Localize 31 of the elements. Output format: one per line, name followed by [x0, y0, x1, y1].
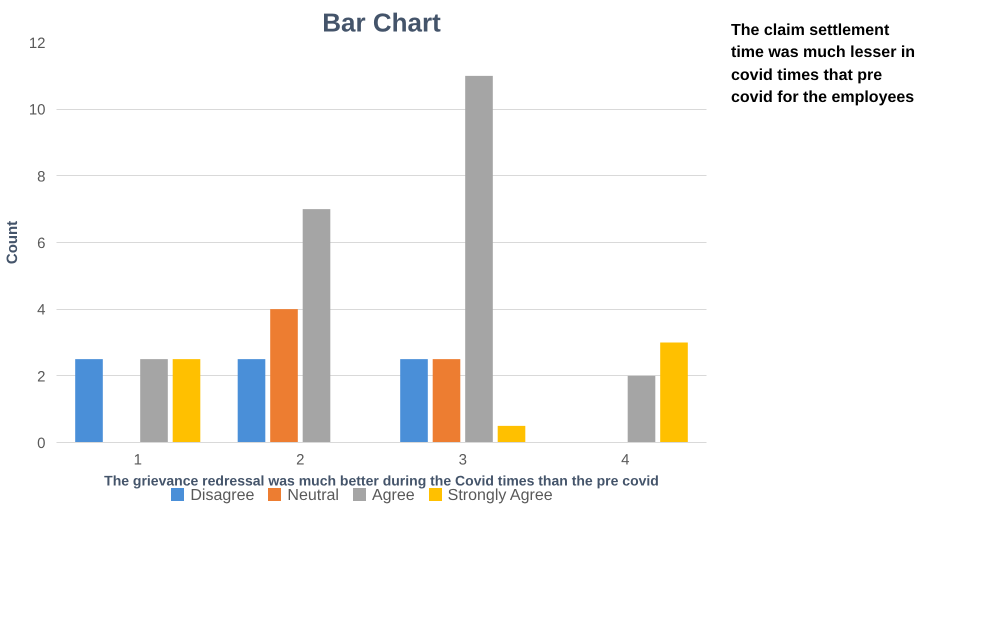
y-tick-label: 2: [37, 368, 46, 386]
legend-label: Neutral: [287, 487, 339, 504]
bar: [432, 359, 460, 442]
y-tick-label: 0: [37, 435, 46, 452]
x-tick-label: 3: [458, 452, 467, 468]
y-tick-label: 10: [28, 102, 46, 119]
bar: [140, 359, 168, 442]
x-axis-title: The grievance redressal was much better during the Covid times than the pre covid: [104, 472, 659, 488]
y-tick-label: 8: [37, 168, 46, 186]
bar: [270, 309, 298, 442]
legend-label: Disagree: [190, 487, 254, 504]
chart-title: Bar Chart: [322, 8, 442, 38]
bar: [75, 359, 103, 442]
legend-label: Agree: [372, 487, 415, 504]
legend-label: Strongly Agree: [448, 487, 553, 504]
x-tick-label: 4: [621, 452, 630, 468]
bar: [238, 359, 266, 442]
bar: [172, 359, 200, 442]
bar: [628, 376, 656, 442]
y-tick-label: 4: [37, 302, 46, 319]
bar: [498, 426, 526, 442]
text: The claim settlement time was much lesser in covid times that pre covid for the employees: [731, 21, 916, 108]
y-tick-label: 6: [37, 235, 46, 252]
y-tick-label: 12: [28, 35, 46, 52]
bar: [465, 76, 493, 442]
bar: [660, 342, 688, 442]
x-tick-label: 2: [296, 452, 304, 468]
y-axis-title: Count: [4, 220, 21, 264]
bar: [400, 359, 428, 442]
bar: [302, 209, 330, 442]
x-tick-label: 1: [134, 452, 142, 468]
